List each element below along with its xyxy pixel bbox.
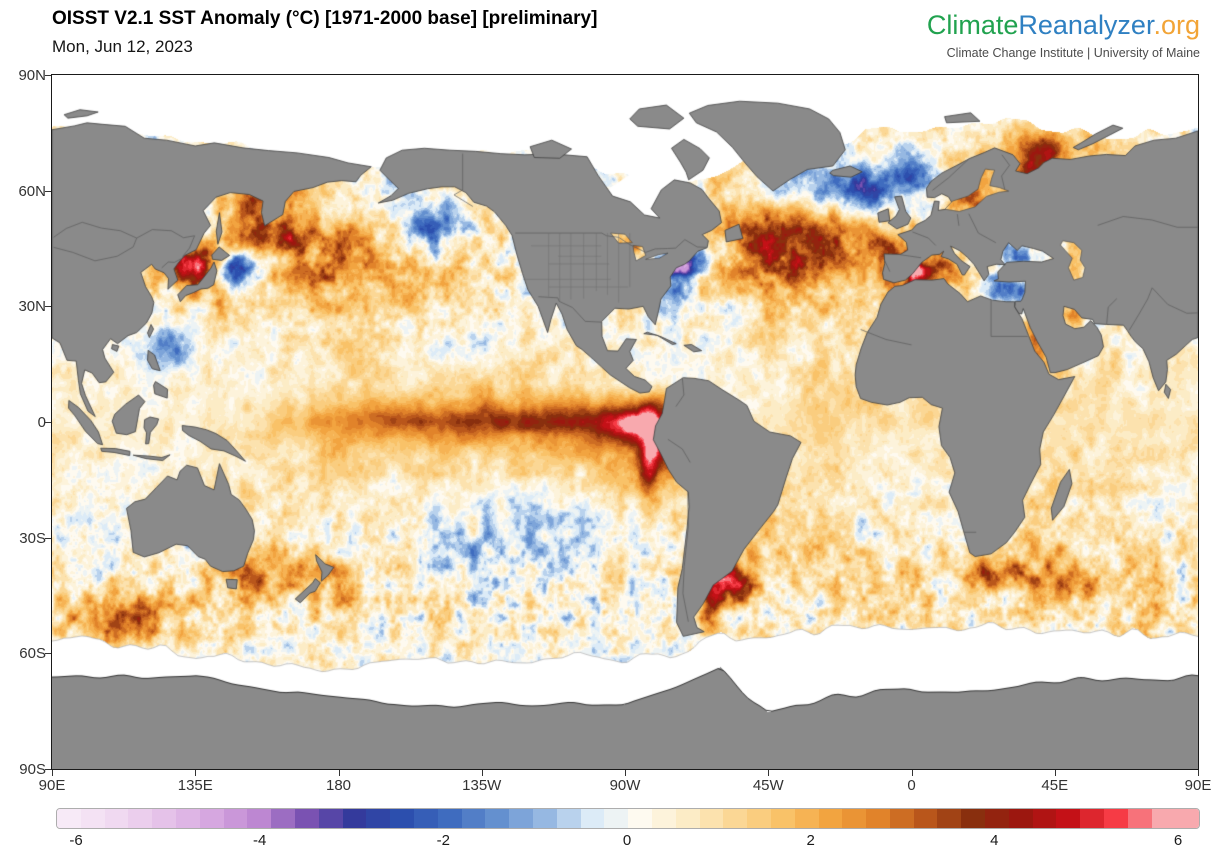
colorbar-segment — [937, 809, 962, 828]
x-axis-label: 90E — [38, 777, 66, 794]
colorbar-segment — [961, 809, 986, 828]
colorbar-segment — [913, 809, 938, 828]
colorbar-segment — [413, 809, 438, 828]
x-axis-tick — [195, 770, 197, 776]
colorbar-segment — [842, 809, 867, 828]
map-date: Mon, Jun 12, 2023 — [52, 37, 193, 56]
colorbar-segment — [509, 809, 533, 828]
colorbar-segment — [1151, 809, 1176, 828]
map-title: OISST V2.1 SST Anomaly (°C) [1971-2000 b… — [52, 8, 598, 29]
colorbar-tick-label: 4 — [990, 832, 999, 849]
x-axis-tick — [625, 770, 626, 776]
colorbar-segment — [104, 809, 129, 828]
colorbar-segment — [1175, 809, 1199, 828]
y-axis-label: 60N — [18, 182, 46, 200]
y-axis-label: 30N — [18, 298, 46, 316]
x-axis-tick — [52, 770, 53, 776]
colorbar-segment — [199, 809, 224, 828]
x-axis-label: 180 — [325, 777, 352, 794]
colorbar-segment — [294, 809, 319, 828]
colorbar-segment — [318, 809, 343, 828]
y-axis-label: 90N — [18, 67, 46, 84]
sst-anomaly-map — [51, 74, 1199, 770]
colorbar-segment — [628, 809, 652, 828]
colorbar-segment — [485, 809, 510, 828]
anomaly-colorbar — [56, 808, 1200, 829]
colorbar-segment — [1032, 809, 1057, 828]
colorbar-segment — [770, 809, 795, 828]
colorbar-segment — [723, 809, 748, 828]
x-axis-label: 90W — [609, 777, 641, 794]
colorbar-tick-label: -4 — [252, 832, 267, 849]
colorbar-segment — [390, 809, 414, 828]
y-axis-tick — [45, 769, 51, 770]
colorbar-segment — [985, 809, 1009, 828]
colorbar-segment — [271, 809, 295, 828]
colorbar-tick-label: -6 — [69, 832, 83, 849]
colorbar-segment — [461, 809, 486, 828]
y-axis-tick — [45, 75, 51, 76]
x-axis-label: 0 — [907, 777, 916, 794]
colorbar-segment — [437, 809, 462, 828]
x-axis-label: 45W — [752, 777, 784, 794]
x-axis-tick — [911, 770, 913, 776]
colorbar-segment — [747, 809, 771, 828]
colorbar-segment — [580, 809, 605, 828]
y-axis-label: 0 — [37, 414, 46, 431]
x-axis-tick — [1054, 770, 1056, 776]
x-axis-tick — [768, 770, 770, 776]
brand-logo[interactable]: ClimateReanalyzer.org — [927, 10, 1200, 41]
colorbar-tick-label: 0 — [622, 832, 632, 849]
y-axis-tick — [45, 306, 51, 308]
colorbar-tick-label: 2 — [806, 832, 815, 849]
x-axis-tick — [481, 770, 483, 776]
x-axis-label: 135W — [462, 777, 502, 794]
colorbar-segment — [1127, 809, 1152, 828]
y-axis-tick — [45, 422, 51, 423]
colorbar-segment — [794, 809, 819, 828]
colorbar-segment — [1104, 809, 1128, 828]
colorbar-segment — [223, 809, 248, 828]
colorbar-segment — [57, 809, 81, 828]
x-axis-tick — [338, 770, 340, 776]
brand-climate: Climate — [926, 10, 1019, 40]
colorbar-segment — [342, 809, 367, 828]
colorbar-segment — [366, 809, 391, 828]
x-axis-label: 45E — [1041, 777, 1069, 794]
colorbar-tick-label: -2 — [436, 832, 450, 849]
brand-reanalyzer: Reanalyzer — [1018, 10, 1154, 40]
brand-org: .org — [1153, 10, 1200, 40]
y-axis-label: 60S — [19, 645, 46, 663]
colorbar-segment — [651, 809, 676, 828]
colorbar-segment — [80, 809, 105, 828]
colorbar-segment — [818, 809, 843, 828]
x-axis-label: 135E — [177, 777, 213, 794]
y-axis-tick — [45, 190, 51, 192]
colorbar-segment — [1080, 809, 1105, 828]
colorbar-segment — [128, 809, 153, 828]
colorbar-segment — [247, 809, 272, 828]
colorbar-segment — [175, 809, 200, 828]
colorbar-segment — [604, 809, 629, 828]
colorbar-segment — [556, 809, 581, 828]
colorbar-segment — [866, 809, 890, 828]
y-axis-label: 90S — [19, 761, 46, 778]
colorbar-segment — [889, 809, 914, 828]
colorbar-segment — [1056, 809, 1081, 828]
y-axis-tick — [45, 653, 51, 655]
colorbar-segment — [675, 809, 700, 828]
colorbar-tick-label: 6 — [1173, 832, 1183, 849]
colorbar-segment — [1008, 809, 1033, 828]
x-axis-tick — [1198, 770, 1199, 776]
y-axis-label: 30S — [19, 529, 46, 547]
colorbar-segment — [152, 809, 176, 828]
x-axis-label: 90E — [1184, 777, 1212, 794]
y-axis-tick — [45, 537, 51, 539]
brand-tagline: Climate Change Institute | University of… — [946, 46, 1200, 60]
colorbar-segment — [532, 809, 557, 828]
colorbar-segment — [699, 809, 724, 828]
